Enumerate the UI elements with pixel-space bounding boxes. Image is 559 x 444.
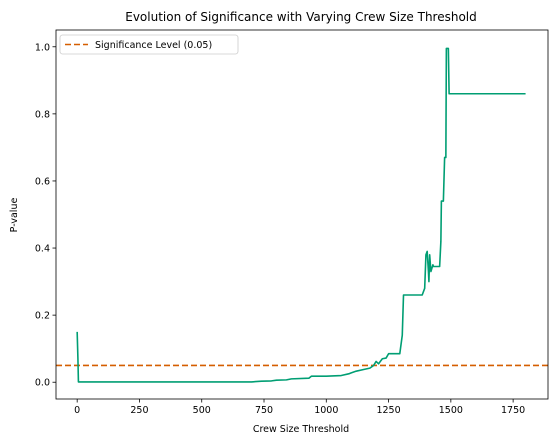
x-axis-label: Crew Size Threshold [253,424,349,435]
x-tick-label: 250 [130,405,148,416]
y-tick-label: 1.0 [35,42,50,53]
x-tick-label: 1500 [439,405,463,416]
y-axis-label: P-value [9,198,20,233]
y-tick-label: 0.4 [35,244,50,255]
chart-title: Evolution of Significance with Varying C… [125,10,477,24]
x-tick-label: 1750 [501,405,525,416]
pvalue-series-line [76,47,526,383]
plot-area: 0 250 500 750 1000 1250 1500 1750 0.0 0.2 0.4 0.6 0.… [35,29,549,416]
y-tick-label: 0.2 [35,311,50,322]
x-tick-label: 0 [74,405,80,416]
legend-box [59,34,239,55]
y-tick-label: 0.6 [35,176,50,187]
y-tick-label: 0.0 [35,378,50,389]
axes-frame [55,29,549,400]
x-tick-label: 1000 [314,405,338,416]
x-tick-label: 1250 [376,405,400,416]
y-tick-label: 0.8 [35,109,50,120]
x-tick-label: 750 [255,405,273,416]
x-tick-label: 500 [193,405,211,416]
legend-label-significance: Significance Level (0.05) [95,40,212,51]
